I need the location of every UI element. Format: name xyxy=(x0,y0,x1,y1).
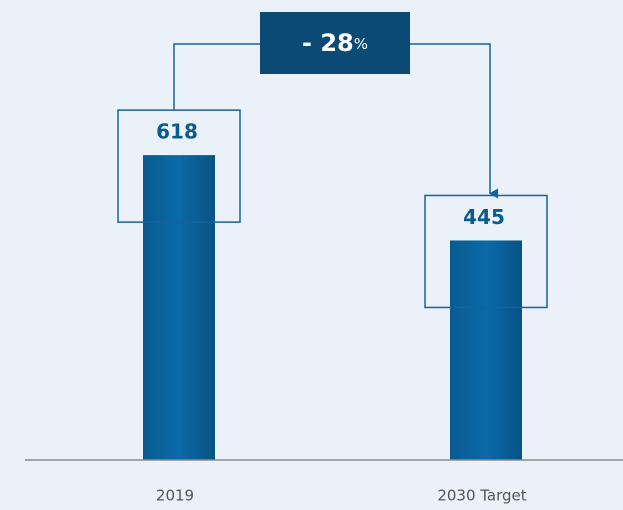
value-box xyxy=(117,109,241,223)
connector xyxy=(173,43,260,111)
connector-arrow xyxy=(410,43,498,199)
annotation-box xyxy=(260,12,410,74)
annotation: - 28% xyxy=(302,29,368,57)
value-box xyxy=(424,194,548,309)
annotation-value: - 28 xyxy=(302,29,354,57)
value-label: 618 xyxy=(156,120,198,144)
bar xyxy=(450,240,522,460)
bar xyxy=(143,155,215,460)
value-label: 445 xyxy=(463,205,505,229)
x-tick-label: 2030 Target xyxy=(437,487,526,505)
x-tick-label: 2019 xyxy=(156,487,194,505)
annotation-unit: % xyxy=(354,35,368,53)
